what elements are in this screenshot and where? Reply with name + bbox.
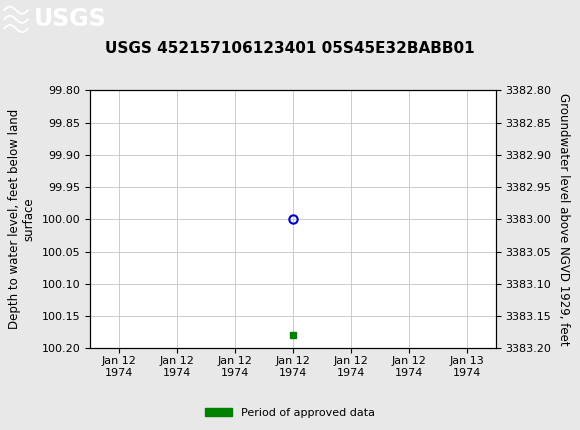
Text: USGS: USGS	[34, 7, 107, 31]
Text: USGS 452157106123401 05S45E32BABB01: USGS 452157106123401 05S45E32BABB01	[105, 41, 475, 56]
Y-axis label: Depth to water level, feet below land
surface: Depth to water level, feet below land su…	[8, 109, 36, 329]
Legend: Period of approved data: Period of approved data	[200, 403, 380, 422]
Y-axis label: Groundwater level above NGVD 1929, feet: Groundwater level above NGVD 1929, feet	[557, 93, 570, 346]
